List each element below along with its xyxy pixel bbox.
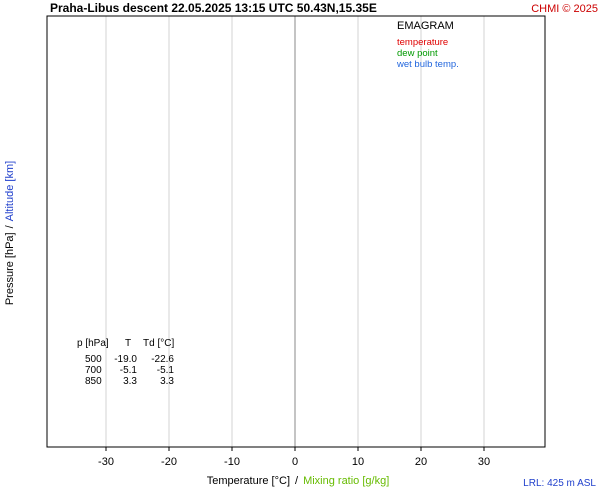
table-cell: 3.3 [160,376,174,387]
data-table: p [hPa] T Td [°C] 500 -19.0 -22.6 700 -5… [77,338,174,387]
y-axis-separator: / [4,224,16,228]
temp-tick-label: -30 [98,456,114,468]
table-cell: -5.1 [157,365,175,376]
table-cell: 700 [85,365,102,376]
x-axis-label: Temperature [°C] / Mixing ratio [g/kg] [207,475,390,487]
table-header-t: T [125,338,131,349]
legend: EMAGRAM temperature dew point wet bulb t… [396,20,459,70]
table-cell: 3.3 [123,376,137,387]
legend-title: EMAGRAM [397,20,454,32]
wind-panel [546,16,600,447]
x-axis-separator: / [295,475,299,487]
temp-tick-label: -10 [224,456,240,468]
x-axis-mix-label: Mixing ratio [g/kg] [303,475,389,487]
temp-tick-label: 10 [352,456,364,468]
plot-frame [46,15,546,448]
temp-tick-label: 0 [292,456,298,468]
table-cell: 850 [85,376,102,387]
legend-temperature: temperature [397,37,448,48]
legend-wetbulb: wet bulb temp. [396,59,459,70]
temp-tick-label: 30 [478,456,490,468]
x-axis-temp-label: Temperature [°C] [207,475,290,487]
table-cell: -22.6 [151,354,174,365]
y-axis-pressure-label: Pressure [hPa] [4,232,16,305]
table-cell: -19.0 [114,354,137,365]
table-cell: 500 [85,354,102,365]
temp-tick-label: -20 [161,456,177,468]
table-header-p: p [hPa] [77,338,109,349]
table-cell: -5.1 [120,365,138,376]
plot-lines [105,16,485,447]
legend-dewpoint: dew point [397,48,438,59]
table-header-td: Td [°C] [143,338,174,349]
y-axis-label: Pressure [hPa] / Altitude [km] [4,161,16,305]
chart-title: Praha-Libus descent 22.05.2025 13:15 UTC… [50,1,377,15]
plot-area [47,16,545,447]
copyright: CHMI © 2025 [531,3,598,15]
lrl-label: LRL: 425 m ASL [523,478,596,489]
temp-tick-label: 20 [415,456,427,468]
axes: 5006007008509251000-30-20-10010203012345… [46,15,546,468]
y-axis-altitude-label: Altitude [km] [4,161,16,222]
